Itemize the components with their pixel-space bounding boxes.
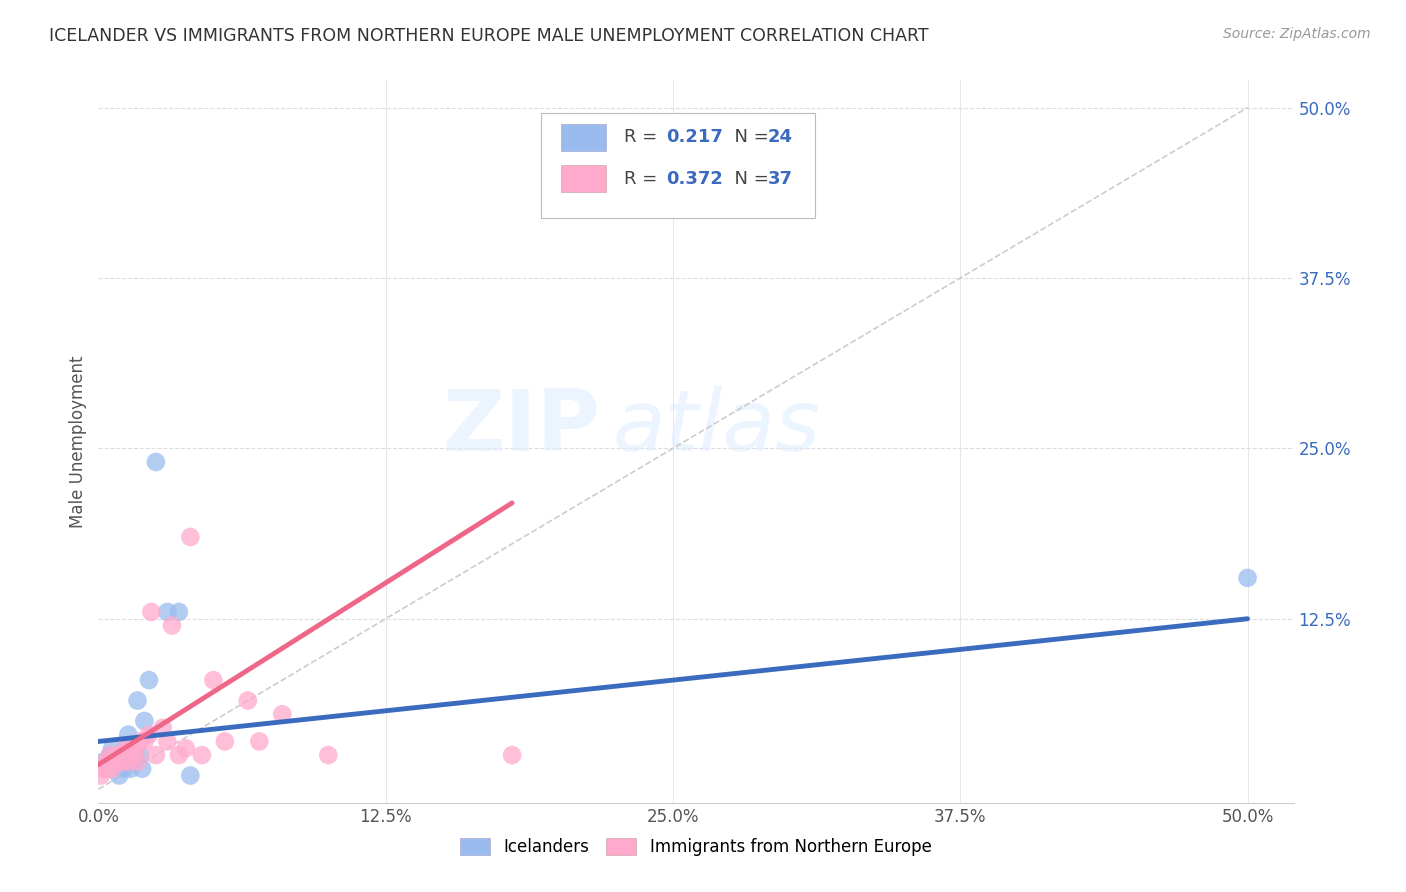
Text: 37: 37	[768, 169, 793, 187]
Text: Source: ZipAtlas.com: Source: ZipAtlas.com	[1223, 27, 1371, 41]
Point	[98, 748, 121, 763]
Bar	[561, 124, 606, 151]
Point	[117, 728, 139, 742]
Point	[141, 605, 163, 619]
Point	[105, 748, 128, 763]
Point	[152, 721, 174, 735]
Point	[122, 741, 145, 756]
Point	[112, 762, 135, 776]
Point	[108, 748, 131, 763]
Point	[247, 734, 270, 748]
FancyBboxPatch shape	[541, 112, 815, 218]
Point	[98, 748, 121, 763]
Point	[120, 762, 142, 776]
Point	[110, 755, 132, 769]
Point	[138, 673, 160, 687]
Point	[124, 748, 146, 763]
Point	[101, 741, 124, 756]
Point	[160, 618, 183, 632]
Point	[120, 748, 142, 763]
Text: 24: 24	[768, 128, 793, 146]
Point	[179, 530, 201, 544]
Point	[97, 762, 120, 776]
Point	[90, 768, 112, 782]
Point	[202, 673, 225, 687]
Point	[156, 605, 179, 619]
Point	[103, 755, 125, 769]
Bar	[561, 165, 606, 193]
Point	[236, 693, 259, 707]
Text: 0.217: 0.217	[666, 128, 723, 146]
Point	[101, 762, 124, 776]
Point	[124, 748, 146, 763]
Point	[98, 755, 121, 769]
Point	[108, 768, 131, 782]
Point	[214, 734, 236, 748]
Point	[110, 748, 132, 763]
Point	[91, 755, 114, 769]
Text: N =: N =	[724, 128, 775, 146]
Point	[156, 734, 179, 748]
Point	[501, 748, 523, 763]
Point	[138, 728, 160, 742]
Point	[1236, 571, 1258, 585]
Y-axis label: Male Unemployment: Male Unemployment	[69, 355, 87, 528]
Point	[94, 755, 117, 769]
Point	[179, 768, 201, 782]
Text: R =: R =	[624, 128, 664, 146]
Point	[167, 748, 190, 763]
Point	[127, 693, 149, 707]
Point	[316, 748, 339, 763]
Text: atlas: atlas	[613, 385, 820, 468]
Point	[128, 748, 150, 763]
Point	[91, 762, 114, 776]
Point	[97, 762, 120, 776]
Point	[112, 748, 135, 763]
Point	[117, 755, 139, 769]
Point	[131, 762, 153, 776]
Point	[134, 734, 156, 748]
Point	[145, 455, 167, 469]
Point	[127, 755, 149, 769]
Point	[128, 734, 150, 748]
Text: 0.372: 0.372	[666, 169, 723, 187]
Legend: Icelanders, Immigrants from Northern Europe: Icelanders, Immigrants from Northern Eur…	[454, 831, 938, 863]
Text: ZIP: ZIP	[443, 385, 600, 468]
Text: ICELANDER VS IMMIGRANTS FROM NORTHERN EUROPE MALE UNEMPLOYMENT CORRELATION CHART: ICELANDER VS IMMIGRANTS FROM NORTHERN EU…	[49, 27, 929, 45]
Point	[174, 741, 197, 756]
Point	[191, 748, 214, 763]
Point	[115, 741, 138, 756]
Point	[145, 748, 167, 763]
Point	[122, 755, 145, 769]
Point	[105, 748, 128, 763]
Point	[103, 755, 125, 769]
Point	[167, 605, 190, 619]
Point	[271, 707, 294, 722]
Point	[115, 741, 138, 756]
Text: N =: N =	[724, 169, 775, 187]
Point	[134, 714, 156, 728]
Text: R =: R =	[624, 169, 664, 187]
